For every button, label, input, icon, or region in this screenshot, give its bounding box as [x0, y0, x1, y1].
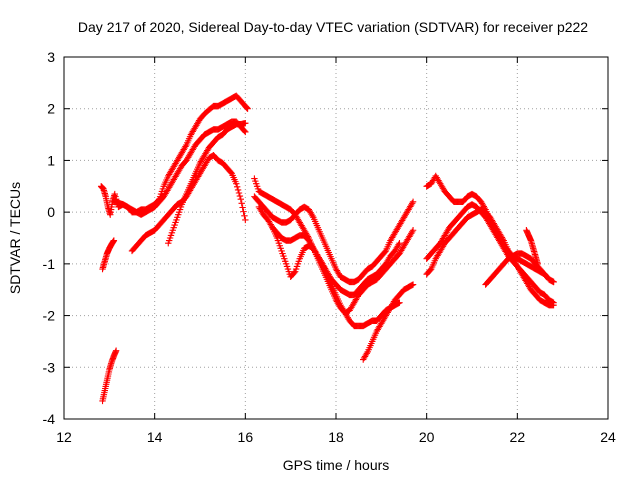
y-tick-label: -4 [43, 411, 56, 427]
data-point [182, 143, 189, 150]
series-track-d [110, 118, 249, 218]
series-track-a [99, 347, 120, 405]
data-point [237, 196, 244, 203]
data-point [110, 237, 118, 244]
data-point [234, 186, 242, 194]
data-point [309, 243, 316, 250]
data-points [97, 92, 557, 405]
x-tick-labels: 12 14 16 18 20 22 24 [56, 429, 616, 445]
data-point [409, 198, 417, 205]
data-point [396, 299, 403, 306]
data-point [240, 208, 247, 215]
data-point [112, 347, 120, 354]
data-point [242, 128, 249, 136]
y-tick-label: -2 [43, 308, 56, 324]
data-point [409, 281, 417, 288]
data-point [238, 200, 245, 207]
data-point [241, 212, 248, 219]
x-tick-label: 18 [328, 429, 344, 445]
x-tick-label: 14 [147, 429, 163, 445]
data-point [408, 228, 416, 235]
series-track-h [251, 193, 417, 286]
x-tick-label: 22 [510, 429, 526, 445]
y-tick-label: 3 [47, 49, 55, 65]
series-track-f [165, 119, 249, 247]
y-tick-label: -3 [43, 359, 56, 375]
x-tick-label: 24 [600, 429, 616, 445]
data-point [239, 204, 246, 211]
data-point [550, 302, 557, 309]
series-track-n [423, 206, 557, 309]
data-point [233, 180, 240, 187]
series-track-b [99, 237, 118, 273]
data-point [235, 189, 243, 197]
series-track-k [360, 281, 417, 363]
data-point [499, 235, 507, 243]
series-track-e [128, 152, 249, 255]
series-track-p [523, 227, 541, 268]
y-tick-label: 1 [47, 152, 55, 168]
data-point [408, 200, 416, 207]
data-point [291, 269, 298, 276]
data-point [242, 119, 249, 127]
data-point [233, 183, 241, 191]
y-tick-label: 0 [47, 204, 55, 220]
chart-title: Day 217 of 2020, Sidereal Day-to-day VTE… [78, 19, 588, 35]
data-point [395, 241, 402, 248]
series-track-o [482, 250, 557, 288]
data-point [242, 216, 249, 224]
data-point [244, 105, 251, 112]
x-tick-label: 12 [56, 429, 72, 445]
data-point [241, 127, 248, 135]
data-point [363, 350, 371, 357]
grid [64, 57, 608, 419]
y-tick-label: 2 [47, 101, 55, 117]
data-point [236, 192, 244, 200]
y-tick-label: -1 [43, 256, 56, 272]
plot-frame [63, 56, 609, 420]
series-track-c [97, 92, 251, 218]
data-point [534, 260, 541, 268]
data-point [409, 227, 417, 234]
data-point [309, 212, 316, 219]
data-point [550, 278, 557, 286]
series-track-j [269, 224, 417, 317]
data-point [396, 239, 403, 247]
x-tick-label: 16 [238, 429, 254, 445]
x-axis-label: GPS time / hours [283, 457, 390, 473]
y-tick-labels: 3 2 1 0 -1 -2 -3 -4 [43, 49, 56, 427]
y-axis-label: SDTVAR / TECUs [7, 182, 23, 294]
x-tick-label: 20 [419, 429, 435, 445]
